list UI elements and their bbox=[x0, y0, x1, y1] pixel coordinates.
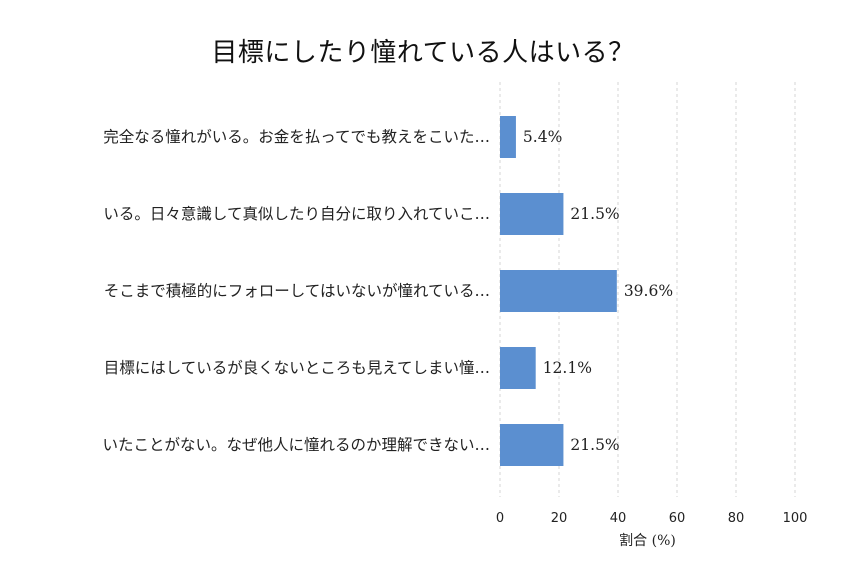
value-label: 21.5% bbox=[570, 205, 619, 223]
x-tick-label: 100 bbox=[783, 511, 808, 526]
bar bbox=[500, 193, 564, 235]
category-label: いる。日々意識して真似したり自分に取り入れていこ… bbox=[103, 204, 490, 223]
category-label: そこまで積極的にフォローしてはいないが憧れている… bbox=[104, 282, 490, 300]
value-label: 12.1% bbox=[543, 359, 592, 377]
chart-title: 目標にしたり憧れている人はいる？ bbox=[211, 38, 635, 68]
category-label: 目標にはしているが良くないところも見えてしまい憧… bbox=[104, 359, 490, 377]
bar bbox=[500, 116, 516, 158]
bar bbox=[500, 347, 536, 389]
value-label: 39.6% bbox=[624, 282, 673, 300]
x-axis-label: 割合 (%) bbox=[619, 532, 676, 549]
x-tick-label: 60 bbox=[669, 511, 686, 526]
x-tick-labels: 0 20 40 60 80 100 bbox=[496, 511, 808, 526]
x-tick-label: 0 bbox=[496, 511, 504, 526]
value-label: 5.4% bbox=[523, 128, 562, 146]
category-label: 完全なる憧れがいる。お金を払ってでも教えをこいた… bbox=[103, 128, 490, 146]
x-tick-label: 80 bbox=[728, 511, 745, 526]
value-labels: 5.4% 21.5% 39.6% 12.1% 21.5% bbox=[523, 128, 673, 454]
x-tick-label: 40 bbox=[610, 511, 627, 526]
category-labels: 完全なる憧れがいる。お金を払ってでも教えをこいた… いる。日々意識して真似したり自… bbox=[102, 128, 490, 454]
x-tick-label: 20 bbox=[551, 511, 568, 526]
value-label: 21.5% bbox=[570, 436, 619, 454]
bar bbox=[500, 424, 564, 466]
bar bbox=[500, 270, 617, 312]
bars bbox=[500, 116, 617, 466]
category-label: いたことがない。なぜ他人に憧れるのか理解できない… bbox=[102, 436, 490, 454]
